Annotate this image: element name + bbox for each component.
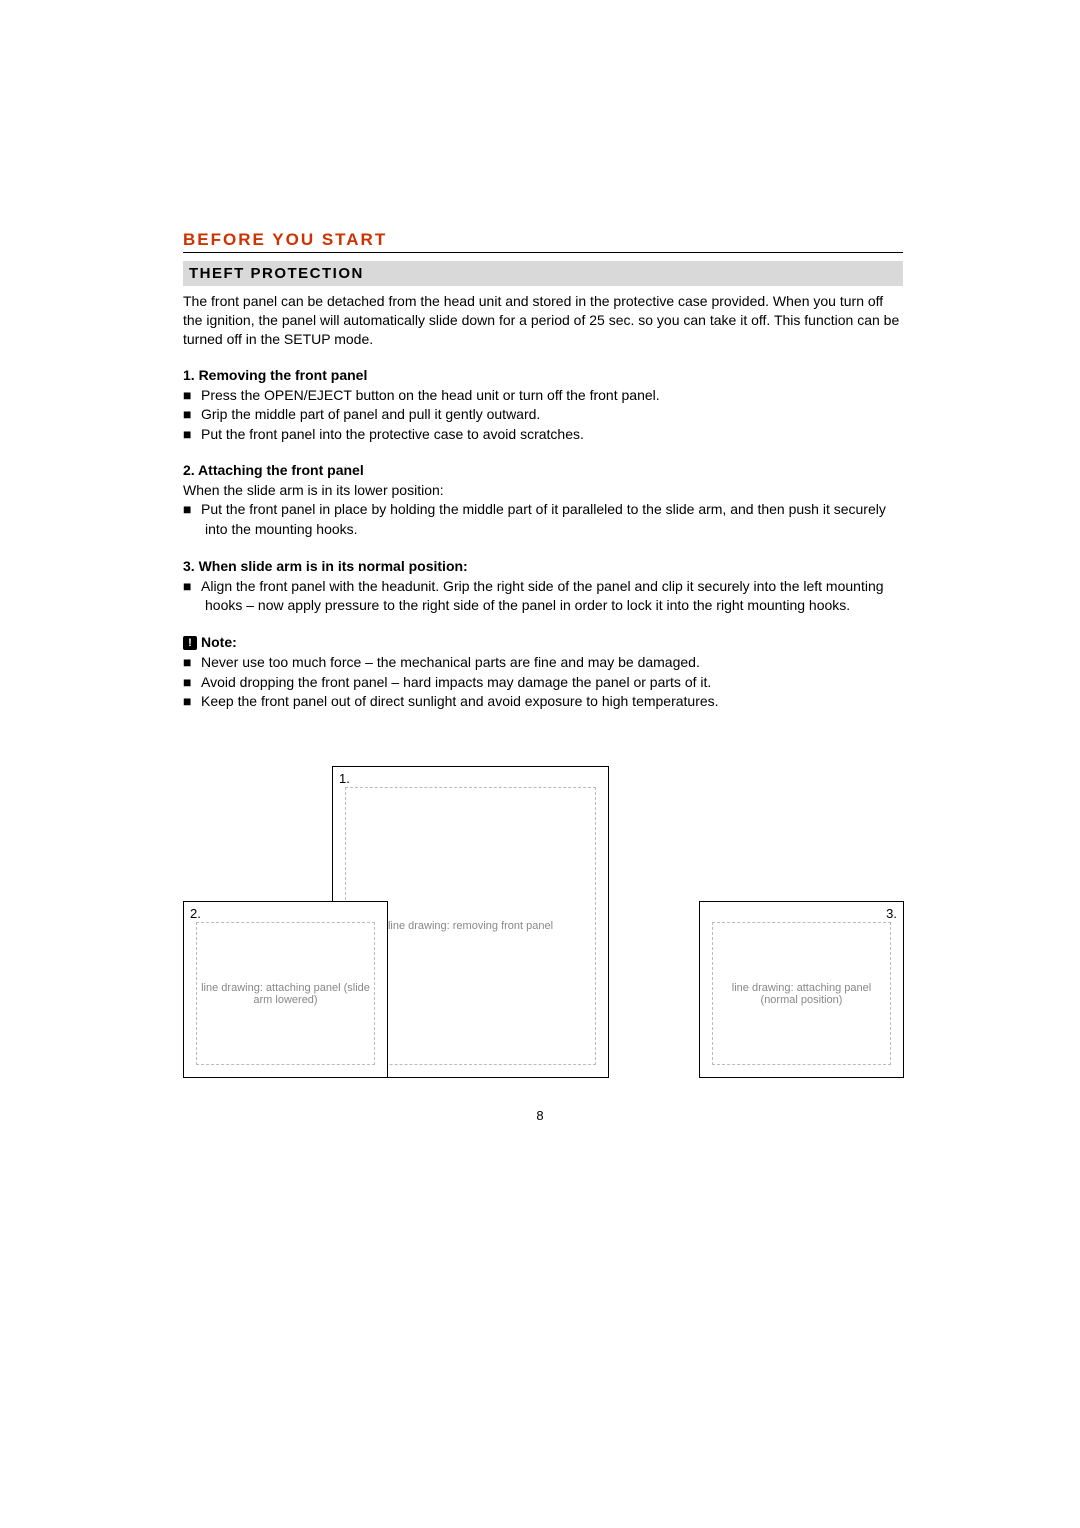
bullet-icon: ■ — [183, 653, 201, 673]
list-item-text: Keep the front panel out of direct sunli… — [201, 693, 719, 709]
subheading-2: 2. Attaching the front panel — [183, 462, 903, 478]
list-item: ■Put the front panel in place by holding… — [183, 500, 903, 539]
list-item: ■Grip the middle part of panel and pull … — [183, 405, 903, 425]
list-notes: ■Never use too much force – the mechanic… — [183, 653, 903, 712]
list-item-text: Press the OPEN/EJECT button on the head … — [201, 387, 660, 403]
figure-1-label: 1. — [339, 771, 350, 786]
bullet-icon: ■ — [183, 673, 201, 693]
list-item: ■Put the front panel into the protective… — [183, 425, 903, 445]
bullet-icon: ■ — [183, 500, 201, 520]
warning-icon: ! — [183, 636, 197, 650]
subheading-1: 1. Removing the front panel — [183, 367, 903, 383]
intro-paragraph: The front panel can be detached from the… — [183, 292, 903, 349]
list-item-text: Grip the middle part of panel and pull i… — [201, 406, 540, 422]
bullet-icon: ■ — [183, 386, 201, 406]
bullet-icon: ■ — [183, 425, 201, 445]
figure-3-label: 3. — [886, 906, 897, 921]
figure-3: 3. line drawing: attaching panel (normal… — [699, 901, 904, 1078]
figure-3-illustration: line drawing: attaching panel (normal po… — [712, 922, 891, 1065]
bullet-icon: ■ — [183, 405, 201, 425]
note-heading: ! Note: — [183, 634, 903, 650]
figure-2: 2. line drawing: attaching panel (slide … — [183, 901, 388, 1078]
list-item: ■Keep the front panel out of direct sunl… — [183, 692, 903, 712]
page-number: 8 — [0, 1108, 1080, 1123]
section-title: THEFT PROTECTION — [183, 261, 903, 286]
list-item-text: Put the front panel into the protective … — [201, 426, 584, 442]
list-removing: ■Press the OPEN/EJECT button on the head… — [183, 386, 903, 445]
s2-intro: When the slide arm is in its lower posit… — [183, 481, 903, 500]
list-attaching-normal: ■Align the front panel with the headunit… — [183, 577, 903, 616]
list-item: ■Align the front panel with the headunit… — [183, 577, 903, 616]
list-item-text: Avoid dropping the front panel – hard im… — [201, 674, 711, 690]
list-item-text: Put the front panel in place by holding … — [201, 501, 886, 537]
list-item-text: Align the front panel with the headunit.… — [201, 578, 884, 614]
manual-page: BEFORE YOU START THEFT PROTECTION The fr… — [0, 0, 1080, 1528]
text-content: BEFORE YOU START THEFT PROTECTION The fr… — [183, 230, 903, 712]
note-label: Note: — [201, 634, 237, 650]
bullet-icon: ■ — [183, 577, 201, 597]
figure-2-label: 2. — [190, 906, 201, 921]
list-attaching-lower: ■Put the front panel in place by holding… — [183, 500, 903, 539]
figure-2-illustration: line drawing: attaching panel (slide arm… — [196, 922, 375, 1065]
subheading-3: 3. When slide arm is in its normal posit… — [183, 558, 903, 574]
bullet-icon: ■ — [183, 692, 201, 712]
list-item: ■Avoid dropping the front panel – hard i… — [183, 673, 903, 693]
list-item: ■Press the OPEN/EJECT button on the head… — [183, 386, 903, 406]
list-item: ■Never use too much force – the mechanic… — [183, 653, 903, 673]
chapter-title: BEFORE YOU START — [183, 230, 903, 253]
list-item-text: Never use too much force – the mechanica… — [201, 654, 700, 670]
figure-area: 1. line drawing: removing front panel 2.… — [183, 766, 903, 1106]
